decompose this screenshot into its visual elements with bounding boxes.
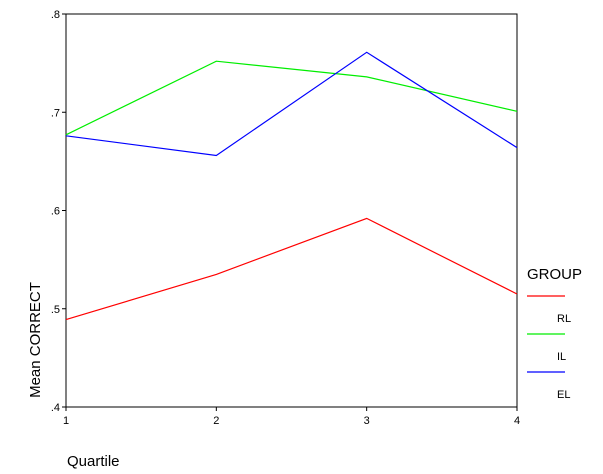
x-tick-label: 3 [364, 415, 370, 427]
legend-label-el: EL [557, 389, 570, 401]
y-tick-label: .4 [51, 402, 60, 414]
series-line-il [65, 60, 518, 136]
x-axis-ticks: 1 2 3 4 [63, 407, 520, 427]
series-lines [65, 51, 518, 321]
x-tick-label: 2 [213, 415, 219, 427]
legend: RL IL EL [527, 295, 571, 401]
legend-label-rl: RL [557, 313, 571, 325]
legend-title: GROUP [527, 266, 582, 283]
series-line-el [65, 51, 518, 157]
y-axis-title: Mean CORRECT [27, 282, 44, 398]
y-tick-label: .5 [51, 304, 60, 316]
series-line-rl [65, 217, 518, 321]
x-axis-title: Quartile [67, 453, 120, 470]
y-tick-label: .7 [51, 107, 60, 119]
x-tick-label: 4 [514, 415, 520, 427]
y-axis-ticks: .4 .5 .6 .7 .8 [51, 9, 66, 414]
plot-frame [65, 13, 518, 408]
y-tick-label: .6 [51, 206, 60, 218]
legend-label-il: IL [557, 351, 566, 363]
x-tick-label: 1 [63, 415, 69, 427]
y-tick-label: .8 [51, 9, 60, 21]
